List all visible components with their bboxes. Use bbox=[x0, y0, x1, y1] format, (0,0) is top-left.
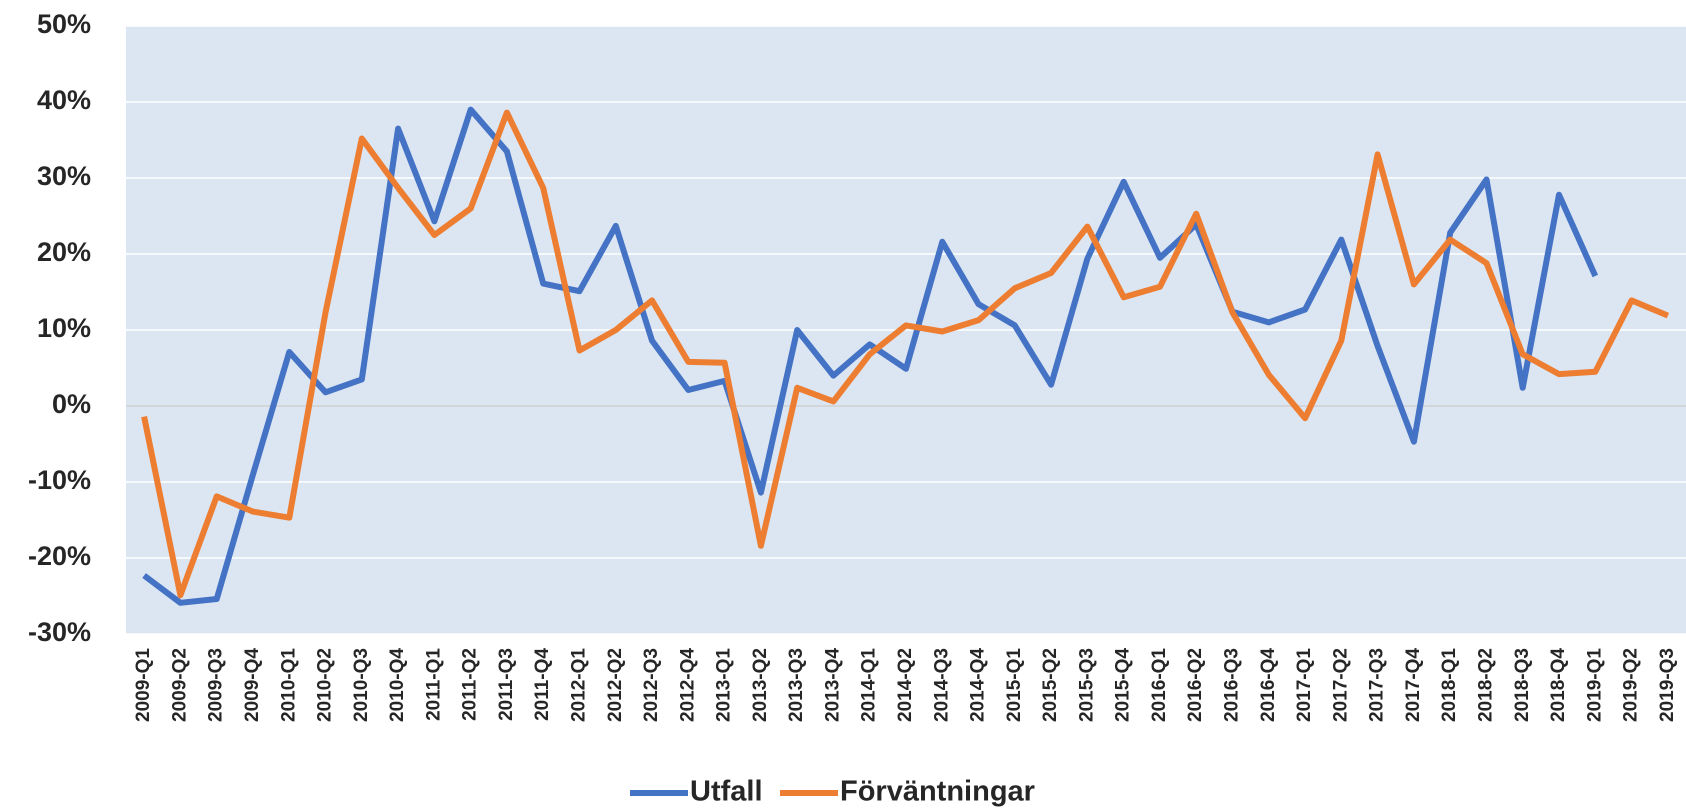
x-tick-label: 2016-Q3 bbox=[1222, 648, 1243, 722]
y-tick-label: 10% bbox=[37, 313, 91, 343]
x-tick-label: 2016-Q4 bbox=[1258, 648, 1279, 722]
x-tick-label: 2011-Q4 bbox=[532, 648, 553, 721]
x-tick-label: 2017-Q2 bbox=[1330, 648, 1351, 722]
x-tick-label: 2019-Q3 bbox=[1657, 648, 1678, 722]
x-tick-label: 2013-Q3 bbox=[786, 648, 807, 722]
x-tick-label: 2017-Q3 bbox=[1367, 648, 1388, 722]
x-tick-label: 2018-Q1 bbox=[1439, 648, 1460, 722]
x-tick-label: 2013-Q1 bbox=[714, 648, 735, 722]
x-tick-label: 2017-Q1 bbox=[1294, 648, 1315, 722]
x-tick-label: 2015-Q2 bbox=[1040, 648, 1061, 722]
x-tick-label: 2014-Q4 bbox=[968, 648, 989, 722]
y-tick-label: 50% bbox=[37, 9, 91, 39]
x-tick-label: 2018-Q2 bbox=[1475, 648, 1496, 722]
x-tick-label: 2016-Q2 bbox=[1185, 648, 1206, 722]
x-tick-label: 2012-Q1 bbox=[569, 648, 590, 722]
x-tick-label: 2014-Q1 bbox=[859, 648, 880, 722]
x-tick-label: 2014-Q2 bbox=[895, 648, 916, 722]
y-tick-label: 30% bbox=[37, 161, 91, 191]
y-tick-label: -10% bbox=[28, 465, 91, 495]
x-tick-label: 2015-Q1 bbox=[1004, 648, 1025, 722]
x-tick-label: 2018-Q3 bbox=[1512, 648, 1533, 722]
y-tick-label: 20% bbox=[37, 237, 91, 267]
legend-label: Förväntningar bbox=[840, 776, 1035, 808]
x-tick-label: 2010-Q2 bbox=[315, 648, 336, 722]
x-tick-label: 2015-Q3 bbox=[1076, 648, 1097, 722]
x-tick-label: 2011-Q3 bbox=[496, 648, 517, 721]
x-tick-label: 2018-Q4 bbox=[1548, 648, 1569, 722]
x-tick-label: 2010-Q1 bbox=[278, 648, 299, 722]
x-tick-label: 2011-Q1 bbox=[423, 648, 444, 721]
y-tick-label: 40% bbox=[37, 85, 91, 115]
x-tick-label: 2011-Q2 bbox=[460, 648, 481, 721]
x-tick-label: 2009-Q2 bbox=[169, 648, 190, 722]
y-tick-label: 0% bbox=[52, 389, 91, 419]
x-tick-label: 2013-Q2 bbox=[750, 648, 771, 722]
x-tick-label: 2017-Q4 bbox=[1403, 648, 1424, 722]
line-series bbox=[141, 109, 1670, 599]
x-tick-label: 2010-Q4 bbox=[387, 648, 408, 722]
x-tick-label: 2014-Q3 bbox=[931, 648, 952, 722]
x-tick-label: 2016-Q1 bbox=[1149, 648, 1170, 722]
x-tick-label: 2009-Q4 bbox=[242, 648, 263, 722]
x-tick-label: 2019-Q1 bbox=[1584, 648, 1605, 722]
x-tick-label: 2015-Q4 bbox=[1113, 648, 1134, 722]
x-tick-label: 2009-Q1 bbox=[133, 648, 154, 722]
y-tick-label: -20% bbox=[28, 541, 91, 571]
x-tick-label: 2012-Q3 bbox=[641, 648, 662, 722]
x-tick-label: 2009-Q3 bbox=[206, 648, 227, 722]
x-tick-label: 2019-Q2 bbox=[1621, 648, 1642, 722]
legend-label: Utfall bbox=[690, 776, 763, 808]
x-tick-label: 2012-Q2 bbox=[605, 648, 626, 722]
x-tick-label: 2013-Q4 bbox=[822, 648, 843, 722]
y-tick-label: -30% bbox=[28, 617, 91, 647]
x-tick-label: 2012-Q4 bbox=[677, 648, 698, 722]
x-tick-label: 2010-Q3 bbox=[351, 648, 372, 722]
